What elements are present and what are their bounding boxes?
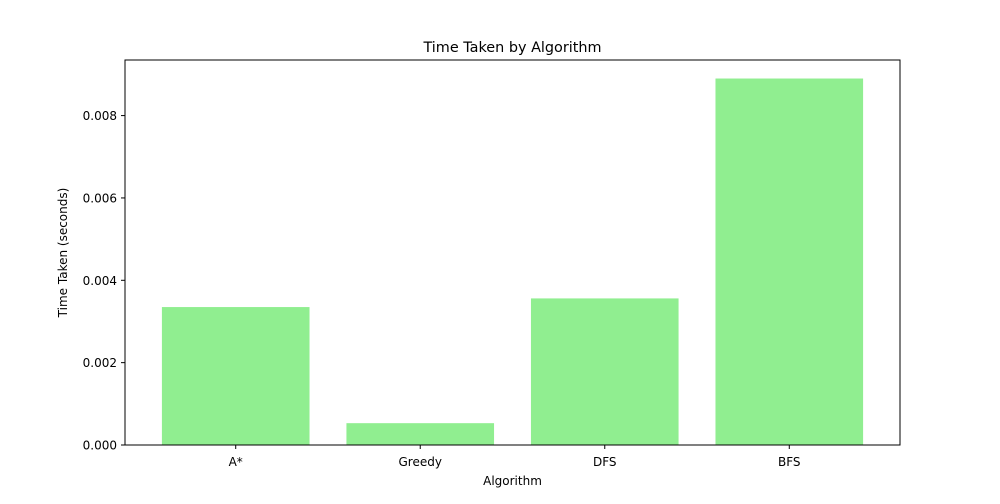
y-tick-label: 0.008	[83, 109, 117, 123]
y-tick-label: 0.002	[83, 356, 117, 370]
x-axis-label: Algorithm	[483, 474, 542, 488]
x-tick-label: DFS	[593, 455, 617, 469]
y-tick-label: 0.000	[83, 439, 117, 453]
y-tick-label: 0.004	[83, 274, 117, 288]
bar	[530, 298, 679, 445]
bar	[715, 78, 864, 445]
bars-layer	[161, 78, 864, 445]
bar	[161, 307, 310, 445]
x-tick-label: Greedy	[399, 455, 442, 469]
chart-title: Time Taken by Algorithm	[422, 40, 601, 56]
plot-frame	[124, 59, 901, 446]
x-tick-label: BFS	[778, 455, 801, 469]
x-axis: A* Greedy DFS BFS	[229, 445, 801, 469]
bar	[346, 423, 495, 445]
x-tick-label: A*	[229, 455, 243, 469]
y-tick-label: 0.006	[83, 191, 117, 205]
y-axis-label: Time Taken (seconds)	[56, 188, 70, 319]
y-axis: 0.000 0.002 0.004 0.006 0.008	[83, 109, 125, 453]
